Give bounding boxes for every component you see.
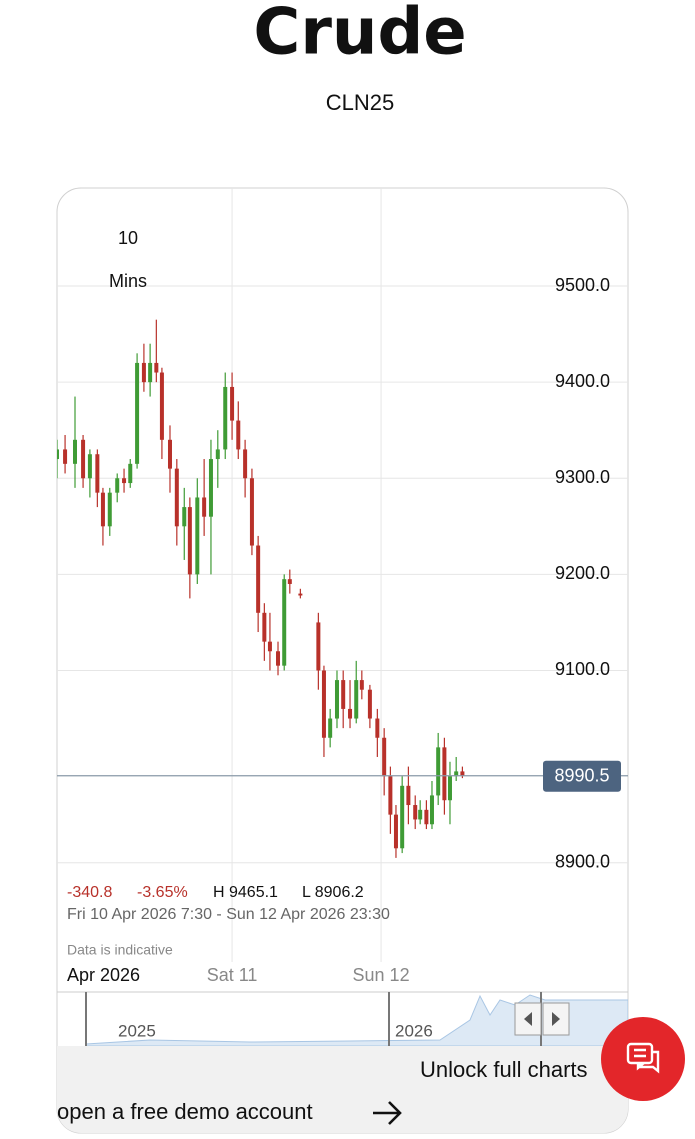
note: Data is indicative <box>67 942 173 958</box>
candle-body <box>223 386 228 450</box>
candle-body <box>128 463 133 484</box>
candle-body <box>187 507 192 575</box>
change: -340.8 <box>67 884 112 901</box>
candle-body <box>249 478 254 546</box>
candle-body <box>328 718 333 738</box>
x-tick-label: Sun 12 <box>353 965 410 985</box>
candle-body <box>429 795 434 825</box>
cta-link[interactable]: open a free demo account <box>57 1099 313 1124</box>
candle-body <box>167 439 172 469</box>
navigator-label: 2025 <box>118 1021 156 1040</box>
candle-body <box>393 814 398 849</box>
last-price-label: 8990.5 <box>554 765 609 785</box>
candle-body <box>236 420 241 450</box>
candle-body <box>334 680 339 719</box>
candle-body <box>63 449 68 464</box>
cta-banner <box>57 1046 628 1133</box>
candle-body <box>256 545 261 613</box>
candle-body <box>195 497 200 575</box>
y-tick-label: 9100.0 <box>555 659 610 679</box>
high: H 9465.1 <box>213 884 278 901</box>
candle-body <box>57 449 59 460</box>
candle-body <box>122 478 127 484</box>
candle-body <box>341 680 346 709</box>
change-pct: -3.65% <box>137 884 188 901</box>
candle-body <box>367 689 372 719</box>
candle-body <box>436 747 441 796</box>
chart-card <box>56 187 629 1134</box>
date-range: Fri 10 Apr 2026 7:30 - Sun 12 Apr 2026 2… <box>67 906 390 923</box>
y-tick-label: 9300.0 <box>555 467 610 487</box>
navigator-label: 2026 <box>395 1021 433 1040</box>
candle-body <box>100 492 105 527</box>
candle-body <box>159 372 164 440</box>
low: L 8906.2 <box>302 884 364 901</box>
candle-body <box>388 776 393 815</box>
chat-button[interactable] <box>601 1017 685 1101</box>
scroll-left-icon <box>524 1012 532 1026</box>
title: Crude <box>253 0 466 70</box>
candle-body <box>148 362 153 383</box>
x-period: Apr 2026 <box>67 965 140 985</box>
candle-body <box>276 651 281 666</box>
interval-value[interactable]: 10 <box>118 228 138 248</box>
interval-unit[interactable]: Mins <box>109 271 147 291</box>
candle-body <box>243 449 248 479</box>
chat-icon <box>626 1042 660 1074</box>
last-price-box <box>543 760 621 792</box>
candle-body <box>316 622 321 671</box>
candle-body <box>107 492 112 527</box>
scroll-right-icon <box>552 1012 560 1026</box>
candle-body <box>215 449 220 460</box>
candle-body <box>447 776 452 801</box>
candle-body <box>154 362 159 373</box>
candle-body <box>267 641 272 652</box>
candle-body <box>454 771 459 777</box>
candle-body <box>262 612 267 642</box>
lower-card: 10 Mins -340.8 -3.65% H 9465.1 L 8906.2 … <box>57 228 628 1133</box>
navigator-area <box>85 994 628 1047</box>
candle-body <box>95 454 100 493</box>
candle-body <box>375 718 380 738</box>
candle-body <box>348 708 353 719</box>
candle-body <box>81 439 86 479</box>
y-tick-label: 8900.0 <box>555 851 610 871</box>
candle-body <box>442 747 447 801</box>
candle-body <box>182 507 187 527</box>
candle-body <box>73 439 78 464</box>
candle-body <box>418 809 423 820</box>
y-tick-label: 9400.0 <box>555 371 610 391</box>
cta-banner-text: Unlock full charts <box>420 1057 588 1082</box>
plot: 8900.0 9100.0 9200.0 9300.0 9400.0 9500.0 Sat … <box>57 188 628 985</box>
candle-body <box>282 579 287 666</box>
candle-body <box>382 737 387 777</box>
candle-body <box>287 579 292 584</box>
candle-body <box>174 468 179 527</box>
candle-body <box>87 454 92 479</box>
x-tick-label: Sat 11 <box>207 965 258 985</box>
y-tick-label: 9500.0 <box>555 275 610 295</box>
candle-body <box>298 593 303 596</box>
candle-body <box>424 809 429 825</box>
candle-body <box>406 785 411 806</box>
cta-arrow[interactable] <box>373 1101 402 1125</box>
candle-body <box>460 771 465 776</box>
candle-body <box>135 362 140 464</box>
candle-body <box>321 670 326 738</box>
candle-body <box>141 362 146 383</box>
candle-body <box>413 805 418 820</box>
candle-body <box>202 497 207 517</box>
subtitle: CLN25 <box>326 90 394 115</box>
candle-body <box>359 680 364 690</box>
candle-body <box>400 785 405 849</box>
y-tick-label: 9200.0 <box>555 563 610 583</box>
candle-body <box>208 459 213 517</box>
candle-body <box>354 680 359 719</box>
candle-body <box>230 386 235 421</box>
candle-body <box>115 478 120 493</box>
